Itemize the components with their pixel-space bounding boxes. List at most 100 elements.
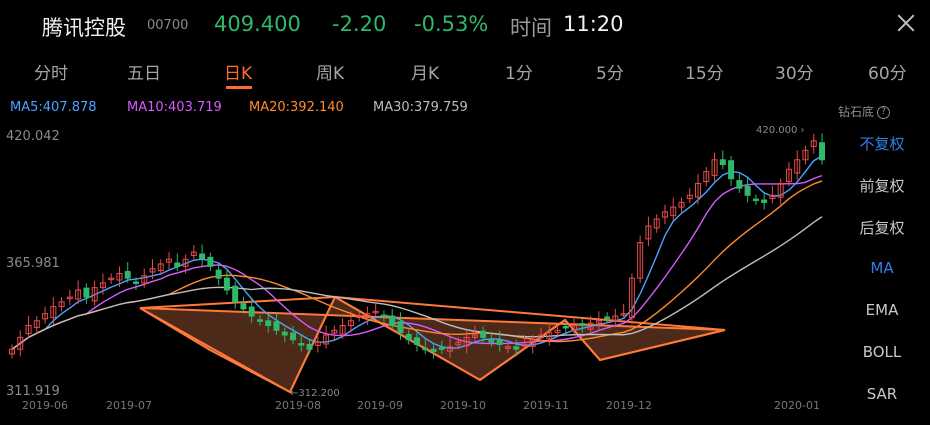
candle-body [546, 332, 553, 340]
candle-body [339, 325, 346, 335]
candle-body [347, 320, 354, 327]
tab-five-day[interactable]: 五日 [127, 64, 161, 84]
candle-body [521, 343, 528, 347]
candle-body [414, 337, 420, 345]
price-change-pct: -0.53% [414, 12, 489, 36]
candle-body [42, 313, 49, 320]
candle-body [579, 323, 586, 327]
candle-body [637, 242, 644, 279]
candle-body [562, 325, 569, 329]
candle-body [17, 336, 24, 350]
tab-fenshi[interactable]: 分时 [34, 64, 68, 84]
question-circle-icon[interactable]: ? [877, 106, 891, 119]
tab-30min[interactable]: 30分 [775, 64, 814, 84]
candle-body [9, 348, 15, 355]
ma30-label: MA30:379.759 [373, 100, 468, 115]
x-axis-label: 2019-07 [106, 399, 152, 412]
candle-body [174, 262, 181, 267]
candle-body [99, 282, 106, 289]
candle-body [653, 218, 660, 229]
option-no-adjust[interactable]: 不复权 [859, 135, 905, 153]
candle-body [554, 329, 561, 334]
ma20-label: MA20:392.140 [249, 100, 344, 115]
candle-body [50, 306, 57, 318]
tab-monthly-k[interactable]: 月K [411, 64, 440, 84]
candle-body [513, 346, 520, 350]
candle-body [678, 201, 685, 208]
candle-body [290, 332, 297, 341]
stock-code: 00700 [147, 18, 189, 33]
candle-body [265, 320, 272, 327]
candle-body [661, 211, 668, 218]
candle-body [207, 256, 214, 267]
period-tabs: 分时 五日 日K 周K 月K 1分 5分 15分 30分 60分 [0, 52, 930, 92]
candle-body [91, 287, 98, 302]
low-annotation: ←312.200 [290, 388, 340, 399]
candle-body [66, 296, 73, 300]
x-axis-label: 2020-01 [774, 399, 820, 412]
option-ma[interactable]: MA [870, 259, 894, 277]
candle-body [587, 322, 594, 330]
last-price: 409.400 [214, 12, 301, 36]
candle-body [496, 339, 503, 345]
candle-body [744, 185, 751, 196]
candle-body [281, 331, 288, 336]
candle-body [256, 319, 263, 322]
option-boll[interactable]: BOLL [862, 343, 902, 361]
candle-body [777, 182, 784, 198]
kline-chart[interactable]: 420.000 › ←312.200 [0, 0, 834, 425]
pattern-zigzag-line [139, 295, 726, 394]
ma10-label: MA10:403.719 [127, 100, 222, 115]
tab-weekly-k[interactable]: 周K [316, 64, 345, 84]
candle-body [166, 258, 173, 263]
quote-header: 腾讯控股 00700 409.400 -2.20 -0.53% 时间 11:20 [0, 0, 930, 48]
tab-15min[interactable]: 15分 [685, 64, 724, 84]
candle-body [455, 341, 462, 346]
candle-body [595, 320, 602, 324]
tab-60min[interactable]: 60分 [868, 64, 907, 84]
candle-body [604, 316, 611, 319]
time-value: 11:20 [563, 12, 624, 36]
candle-body [323, 334, 330, 345]
candle-body [232, 285, 239, 303]
candle-body [529, 339, 536, 347]
option-ema[interactable]: EMA [865, 301, 899, 319]
tab-daily-k[interactable]: 日K [224, 64, 253, 84]
option-forward-adjust[interactable]: 前复权 [859, 177, 905, 195]
candle-body [620, 313, 627, 316]
candle-body [422, 347, 429, 351]
candle-body [488, 338, 495, 343]
candle-body [248, 306, 255, 317]
candle-body [686, 194, 693, 200]
candle-body [240, 303, 247, 310]
option-sar[interactable]: SAR [866, 385, 898, 403]
tab-5min[interactable]: 5分 [596, 64, 624, 84]
candle-body [124, 271, 131, 279]
candle-body [314, 341, 321, 346]
candle-body [190, 251, 197, 256]
candle-body [802, 149, 809, 161]
candle-body [612, 315, 619, 321]
candle-body [83, 287, 90, 298]
candle-body [75, 289, 82, 300]
candle-body [785, 168, 792, 183]
candle-body [25, 325, 32, 335]
candle-body [463, 336, 470, 347]
option-backward-adjust[interactable]: 后复权 [859, 219, 905, 237]
candle-body [372, 310, 379, 314]
candle-body [364, 313, 371, 319]
candle-body [752, 198, 759, 202]
candle-body [380, 314, 387, 318]
candle-body [537, 334, 544, 339]
ma30-line [11, 216, 823, 350]
candle-body [116, 272, 123, 281]
candle-body [298, 343, 305, 346]
candle-body [389, 315, 396, 327]
candle-body [33, 320, 40, 328]
x-axis-label: 2019-12 [606, 399, 652, 412]
candle-body [728, 160, 735, 180]
tab-1min[interactable]: 1分 [505, 64, 533, 84]
ma5-label: MA5:407.878 [10, 100, 97, 115]
close-icon[interactable] [893, 10, 919, 36]
candle-body [149, 268, 156, 273]
